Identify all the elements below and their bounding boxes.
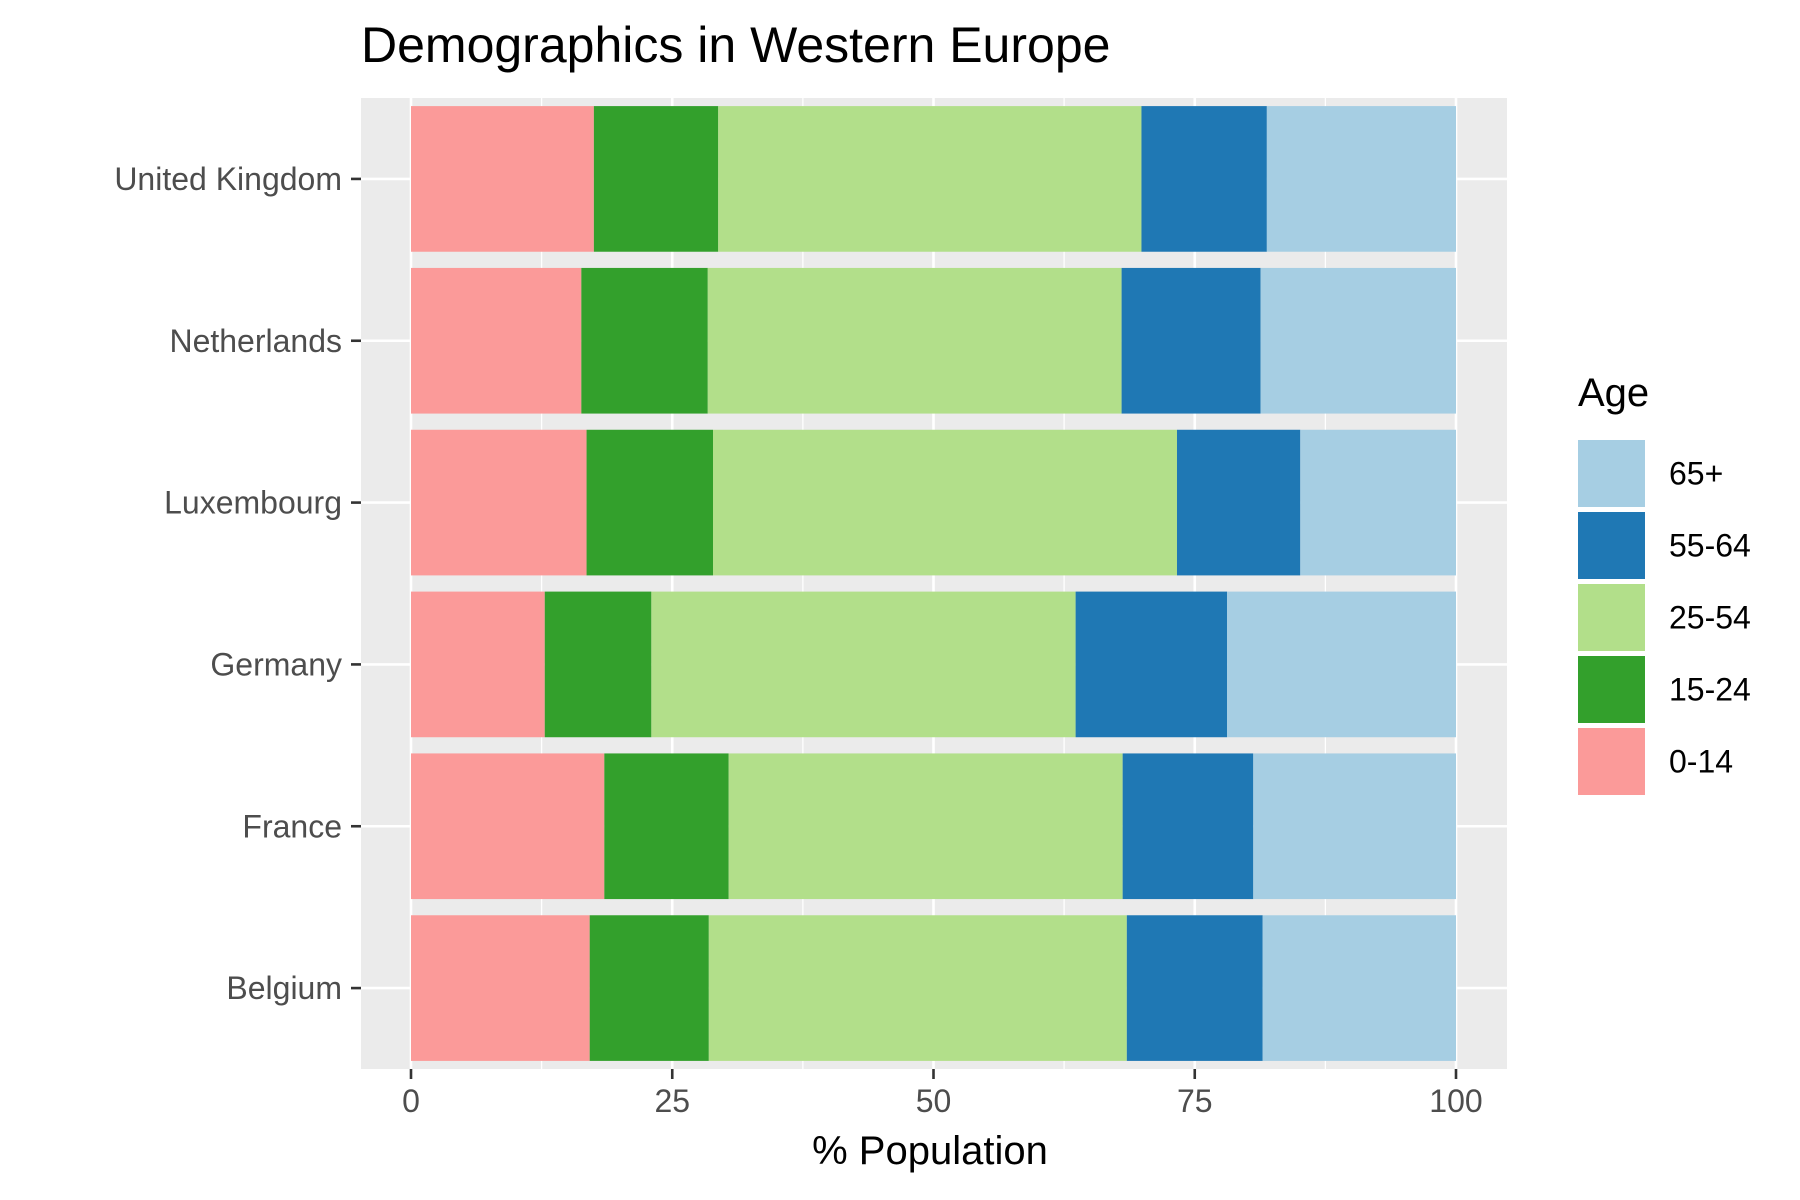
bar-netherlands-25-54 [707, 267, 1122, 414]
bar-netherlands-55-64 [1121, 267, 1261, 414]
y-axis: Belgium France Germany Luxembourg Netherland… [114, 161, 361, 1006]
bar-france-55-64 [1122, 753, 1254, 900]
bar-united-kingdom-15-24 [593, 106, 719, 252]
x-tick-label: 100 [1429, 1083, 1482, 1119]
legend-label-0-14: 0-14 [1669, 744, 1733, 780]
x-axis: 0 25 50 75 100 [402, 1069, 1483, 1119]
bar-germany-15-24 [544, 591, 652, 738]
bar-germany-25-54 [651, 591, 1076, 738]
legend-key-15-24 [1578, 656, 1645, 723]
legend-label-55-64: 55-64 [1669, 528, 1751, 564]
y-tick-label: United Kingdom [114, 161, 342, 197]
legend-key-25-54 [1578, 584, 1645, 651]
legend-label-15-24: 15-24 [1669, 672, 1751, 708]
bar-france-0-14 [411, 753, 605, 900]
bar-belgium-15-24 [589, 915, 709, 1061]
bar-germany-0-14 [411, 591, 545, 738]
x-tick-label: 50 [916, 1083, 952, 1119]
bar-germany-65 [1227, 591, 1456, 738]
legend-title: Age [1578, 371, 1649, 415]
bar-france-65 [1253, 753, 1456, 900]
bar-france-15-24 [604, 753, 729, 900]
chart-title: Demographics in Western Europe [361, 17, 1110, 73]
bar-netherlands-0-14 [411, 267, 582, 414]
bar-germany-55-64 [1075, 591, 1228, 738]
y-tick-label: Netherlands [169, 323, 342, 359]
legend: Age 65+ 55-64 25-54 15-24 0-14 [1578, 371, 1751, 795]
bar-luxembourg-55-64 [1176, 429, 1301, 576]
x-tick-label: 25 [654, 1083, 690, 1119]
bar-netherlands-65 [1260, 267, 1456, 414]
legend-key-55-64 [1578, 512, 1645, 579]
plot-panel [361, 98, 1507, 1069]
y-tick-label: France [242, 808, 342, 844]
bar-united-kingdom-55-64 [1141, 106, 1267, 252]
legend-key-65 [1578, 440, 1645, 507]
bar-belgium-0-14 [411, 915, 590, 1061]
bar-france-25-54 [728, 753, 1123, 900]
x-axis-title: % Population [812, 1129, 1048, 1173]
legend-key-0-14 [1578, 728, 1645, 795]
bar-united-kingdom-65 [1266, 106, 1456, 252]
bar-netherlands-15-24 [581, 267, 708, 414]
legend-label-65: 65+ [1669, 456, 1723, 492]
y-tick-label: Germany [210, 646, 342, 682]
bar-belgium-55-64 [1126, 915, 1263, 1061]
legend-label-25-54: 25-54 [1669, 600, 1751, 636]
x-tick-label: 0 [402, 1083, 420, 1119]
x-tick-label: 75 [1177, 1083, 1213, 1119]
bar-belgium-25-54 [708, 915, 1127, 1061]
bar-united-kingdom-0-14 [411, 106, 594, 252]
y-tick-label: Belgium [226, 970, 342, 1006]
bar-luxembourg-25-54 [713, 429, 1177, 576]
bar-luxembourg-65 [1300, 429, 1456, 576]
bar-luxembourg-15-24 [586, 429, 714, 576]
bar-belgium-65 [1262, 915, 1456, 1061]
bar-luxembourg-0-14 [411, 429, 587, 576]
y-tick-label: Luxembourg [164, 485, 342, 521]
bar-united-kingdom-25-54 [718, 106, 1142, 252]
